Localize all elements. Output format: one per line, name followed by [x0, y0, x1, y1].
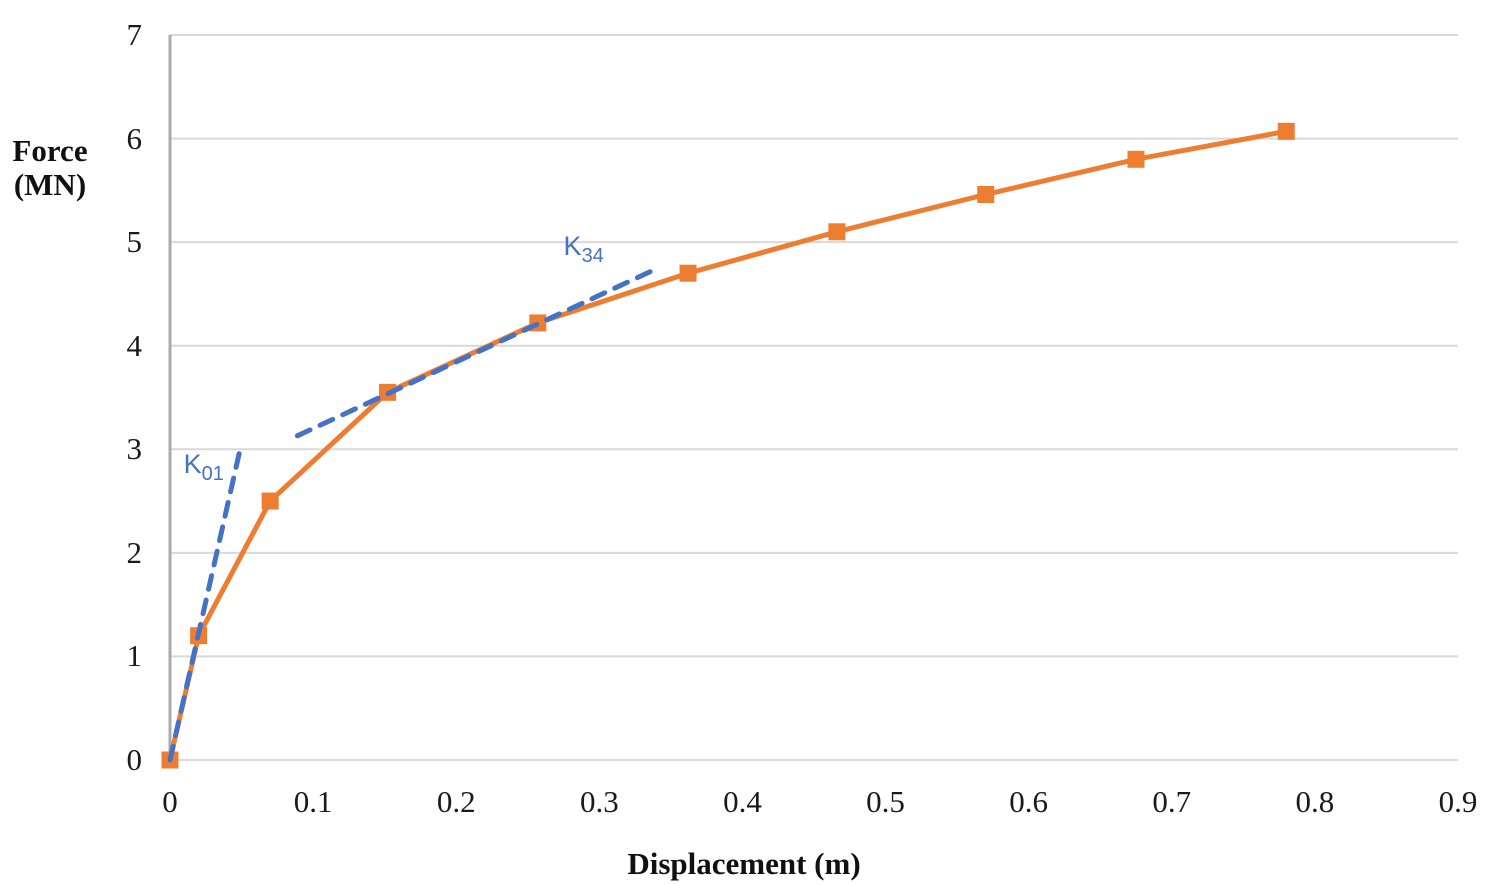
force-displacement-curve-marker: [261, 492, 279, 510]
force-displacement-curve-marker: [1127, 150, 1145, 168]
y-tick-label-1: 1: [126, 638, 143, 674]
y-axis-title-line1: Force: [12, 133, 88, 168]
force-displacement-curve-marker: [1277, 122, 1295, 140]
x-tick-label-0.2: 0.2: [436, 784, 476, 819]
force-displacement-curve-marker: [977, 186, 995, 203]
x-axis-title: Displacement (m): [627, 846, 861, 881]
y-tick-label-5: 5: [126, 224, 143, 260]
x-tick-label-0.5: 0.5: [866, 784, 905, 819]
y-axis-title: Force (MN): [0, 134, 100, 202]
x-tick-label-0.7: 0.7: [1152, 784, 1192, 819]
force-displacement-curve: [167, 128, 1289, 763]
K01-initial-stiffness-line: [167, 446, 243, 763]
y-axis-title-line2: (MN): [13, 167, 87, 202]
y-tick-label-3: 3: [126, 431, 143, 467]
y-tick-label-4: 4: [126, 327, 143, 363]
x-tick-label-0.6: 0.6: [1009, 784, 1049, 819]
K34-tangent-stiffness-line: [294, 265, 661, 439]
force-displacement-curve-marker: [679, 264, 697, 282]
y-tick-label-2: 2: [126, 534, 143, 570]
x-tick-label-0: 0: [162, 784, 178, 819]
y-tick-label-0: 0: [126, 742, 143, 777]
x-tick-label-0.3: 0.3: [579, 784, 619, 819]
force-displacement-curve-marker: [828, 223, 846, 241]
annotation-k01: K01: [183, 448, 224, 485]
annotation-k34: K34: [563, 231, 604, 268]
y-tick-label-7: 7: [126, 17, 143, 52]
x-tick-label-0.4: 0.4: [723, 784, 762, 819]
x-tick-label-0.8: 0.8: [1295, 784, 1335, 819]
y-tick-label-6: 6: [126, 120, 143, 156]
x-tick-label-0.1: 0.1: [293, 784, 333, 819]
x-tick-label-0.9: 0.9: [1438, 784, 1478, 819]
